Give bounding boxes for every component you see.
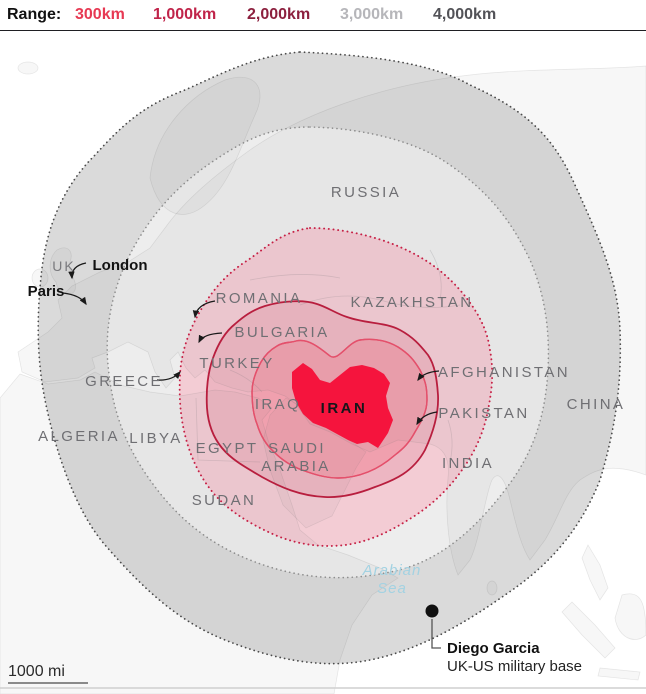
afghanistan-arrow (417, 370, 440, 382)
range-ring-borders (37, 51, 622, 665)
label-russia: RUSSIA (331, 184, 401, 201)
london-arrow (68, 262, 87, 280)
diego-garcia-annotation: Diego Garcia UK-US military base (425, 604, 582, 675)
annotation-arrows (62, 262, 440, 426)
label-saudi-arabia-line2: ARABIA (261, 458, 330, 475)
label-turkey: TURKEY (199, 355, 274, 372)
label-sudan: SUDAN (192, 492, 257, 509)
pakistan-arrow (416, 411, 438, 426)
diego-garcia-subtitle: UK-US military base (447, 658, 582, 675)
legend-item-4000km: 4,000km (433, 6, 497, 23)
diego-garcia-connector (431, 619, 441, 649)
paris-arrow (62, 292, 87, 306)
border-300km (251, 338, 428, 479)
landmass-africa (0, 371, 399, 694)
landmass-scandinavia (149, 76, 261, 215)
scale-bar: 1000 mi (8, 663, 88, 684)
landmass-srilanka (486, 580, 498, 596)
label-algeria: ALGERIA (38, 428, 120, 445)
label-afghanistan: AFGHANISTAN (438, 364, 570, 381)
greece-arrow (156, 371, 181, 381)
border-4000km (37, 51, 622, 665)
label-arabian-sea-line2: Sea (377, 580, 407, 597)
landmass-britain (49, 247, 76, 295)
label-greece: GREECE (85, 373, 163, 390)
range-legend: Range: 300km 1,000km 2,000km 3,000km 4,0… (0, 0, 646, 30)
label-uk: UK (52, 258, 75, 274)
legend-item-2000km: 2,000km (247, 6, 311, 23)
label-bulgaria: BULGARIA (234, 324, 329, 341)
landmass-java (597, 667, 641, 681)
label-arabian-sea-line1: Arabian (362, 562, 422, 579)
legend-item-300km: 300km (75, 6, 125, 23)
label-libya: LIBYA (129, 430, 182, 447)
landmass-iceland (17, 61, 39, 75)
landmass-sumatra (561, 601, 616, 659)
label-romania: ROMANIA (216, 290, 303, 307)
border-3000km (106, 126, 550, 579)
iran-shape (292, 363, 393, 448)
legend-divider (0, 30, 646, 31)
bulgaria-arrow (198, 332, 223, 344)
label-pakistan: PAKISTAN (438, 405, 529, 422)
label-india: INDIA (442, 455, 494, 472)
label-china: CHINA (567, 396, 626, 413)
legend-item-1000km: 1,000km (153, 6, 217, 23)
label-saudi-arabia-line1: SAUDI (268, 440, 326, 457)
border-2000km (178, 227, 494, 547)
label-paris: Paris (28, 283, 65, 300)
landmass-borneo (614, 593, 646, 640)
scale-label: 1000 mi (8, 663, 65, 680)
border-1000km (205, 300, 439, 499)
landmass-malay (581, 544, 609, 601)
landmass-ireland (31, 268, 49, 288)
label-london: London (93, 257, 148, 274)
diego-garcia-dot (425, 604, 439, 618)
label-egypt: EGYPT (196, 440, 259, 457)
legend-item-3000km: 3,000km (340, 6, 404, 23)
label-iraq: IRAQ (255, 396, 301, 413)
legend-title: Range: (7, 6, 62, 23)
map-labels: RUSSIA KAZAKHSTAN ROMANIA BULGARIA TURKE… (28, 184, 626, 597)
diego-garcia-title: Diego Garcia (447, 640, 540, 657)
label-iran: IRAN (321, 400, 368, 417)
romania-arrow (192, 300, 216, 319)
label-kazakhstan: KAZAKHSTAN (351, 294, 474, 311)
country-borders (195, 249, 461, 463)
